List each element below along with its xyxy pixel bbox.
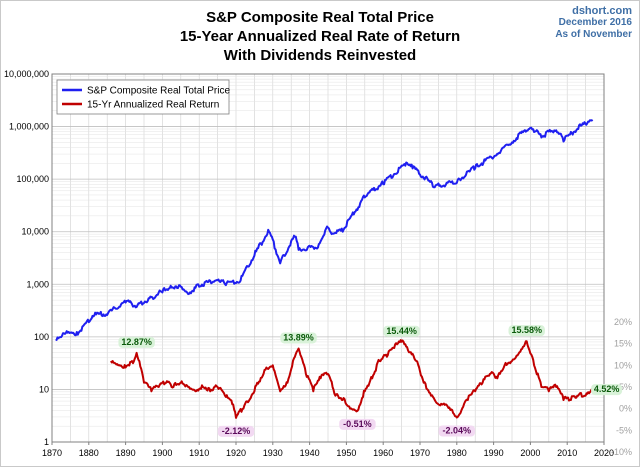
x-tick-label: 1990: [484, 448, 504, 458]
chart-title: S&P Composite Real Total Price 15-Year A…: [150, 8, 490, 65]
x-tick-label: 1970: [410, 448, 430, 458]
annotation-bg: [217, 425, 255, 437]
source-note: As of November: [555, 29, 632, 40]
legend-label-price: S&P Composite Real Total Price: [87, 86, 230, 97]
annotation-label: 15.44%: [386, 326, 417, 336]
chart-title-line-2: 15-Year Annualized Real Rate of Return: [179, 28, 461, 45]
left-axis-ticks: 1 10 100 1,000 10,000 100,000 1,000,000 10,000,…: [4, 69, 49, 447]
right-axis-ticks: -10% -5% 0% 5% 10% 15% 20%: [611, 317, 632, 457]
x-tick-label: 1950: [336, 448, 356, 458]
left-tick-label: 1,000,000: [9, 122, 49, 132]
series-line-real-total-price: [55, 118, 594, 341]
x-tick-label: 2020: [594, 448, 614, 458]
annotation-label: 15.58%: [511, 325, 542, 335]
source-credit: dshort.com December 2016 As of November: [555, 5, 632, 41]
x-axis-ticks: 1870 1880 1890 1900 1910 1920 1930 1940 1950 1960…: [42, 442, 614, 458]
legend-label-return: 15-Yr Annualized Real Return: [87, 100, 219, 111]
x-tick-label: 1900: [152, 448, 172, 458]
x-tick-label: 1930: [263, 448, 283, 458]
legend: S&P Composite Real Total Price 15-Yr Annu…: [56, 79, 230, 115]
x-tick-label: 1890: [116, 448, 136, 458]
x-tick-label: 2000: [520, 448, 540, 458]
left-tick-label: 10,000: [21, 227, 49, 237]
left-tick-label: 10,000,000: [4, 69, 49, 79]
plot-area: [51, 73, 605, 443]
series-line-15yr-return: [110, 339, 593, 419]
x-tick-label: 1960: [373, 448, 393, 458]
chart-title-line-3: With Dividends Reinvested: [223, 47, 417, 64]
annotation-label: 4.52%: [594, 384, 620, 394]
annotation-bg: [118, 336, 155, 348]
annotation-label: 12.87%: [121, 337, 152, 347]
right-tick-label: -10%: [611, 447, 632, 457]
right-tick-label: 5%: [619, 382, 632, 392]
legend-box: [56, 79, 230, 115]
left-tick-label: 1,000: [26, 279, 49, 289]
grid-lines: [51, 74, 605, 443]
x-tick-label: 2010: [557, 448, 577, 458]
source-site: dshort.com: [572, 5, 632, 17]
right-tick-label: 0%: [619, 404, 632, 414]
annotation-label: -2.04%: [443, 426, 472, 436]
chart-title-line-1: S&P Composite Real Total Price: [206, 9, 434, 26]
right-tick-label: 15%: [614, 339, 632, 349]
left-tick-label: 1: [44, 437, 49, 447]
right-tick-label: -5%: [616, 425, 632, 435]
annotation-label: 13.89%: [283, 332, 314, 342]
series-layer: [55, 118, 594, 419]
annotation-bg: [280, 332, 317, 344]
annotation-layer: 12.87% 13.89% 15.44% 15.58% 4.52% -2.12% -0.51…: [118, 325, 623, 437]
annotation-bg: [339, 418, 376, 430]
left-tick-label: 100,000: [16, 174, 49, 184]
right-tick-label: 10%: [614, 360, 632, 370]
right-tick-label: 20%: [614, 317, 632, 327]
annotation-bg: [383, 325, 420, 337]
annotation-label: -2.12%: [222, 426, 251, 436]
source-date: December 2016: [558, 17, 632, 28]
x-tick-label: 1870: [42, 448, 62, 458]
x-tick-label: 1940: [300, 448, 320, 458]
annotation-label: -0.51%: [343, 419, 372, 429]
x-tick-label: 1910: [189, 448, 209, 458]
x-tick-label: 1880: [79, 448, 99, 458]
annotation-bg: [591, 384, 623, 396]
left-tick-label: 10: [39, 384, 49, 394]
x-tick-label: 1920: [226, 448, 246, 458]
annotation-bg: [508, 325, 545, 337]
x-tick-label: 1980: [447, 448, 467, 458]
left-tick-label: 100: [34, 332, 49, 342]
annotation-bg: [438, 425, 475, 437]
